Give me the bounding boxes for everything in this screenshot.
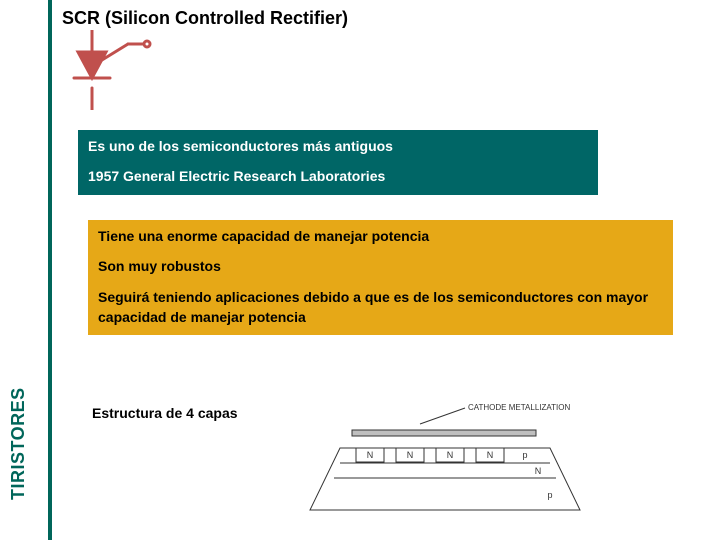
sidebar-label: TIRISTORES	[8, 387, 29, 500]
page-title: SCR (Silicon Controlled Rectifier)	[62, 8, 348, 29]
scr-symbol-icon	[70, 30, 160, 110]
svg-text:N: N	[407, 450, 414, 460]
svg-text:N: N	[367, 450, 374, 460]
info-block-properties: Tiene una enorme capacidad de manejar po…	[88, 220, 673, 335]
info-block-history: Es uno de los semiconductores más antigu…	[78, 130, 598, 195]
info-line: Es uno de los semiconductores más antigu…	[88, 136, 588, 156]
svg-text:p: p	[522, 450, 527, 460]
svg-text:N: N	[535, 466, 542, 476]
info-line: Son muy robustos	[98, 256, 663, 276]
svg-text:N: N	[447, 450, 454, 460]
info-line: Tiene una enorme capacidad de manejar po…	[98, 226, 663, 246]
cathode-metallization-label: CATHODE METALLIZATION	[468, 403, 570, 412]
structure-diagram: CATHODE METALLIZATION N N N N p	[300, 400, 590, 520]
svg-text:p: p	[547, 490, 552, 500]
info-line: 1957 General Electric Research Laborator…	[88, 166, 588, 186]
info-line: Seguirá teniendo aplicaciones debido a q…	[98, 287, 663, 328]
sidebar-rule	[48, 0, 52, 540]
structure-label: Estructura de 4 capas	[92, 405, 238, 421]
svg-text:N: N	[487, 450, 494, 460]
slide: TIRISTORES SCR (Silicon Controlled Recti…	[0, 0, 720, 540]
